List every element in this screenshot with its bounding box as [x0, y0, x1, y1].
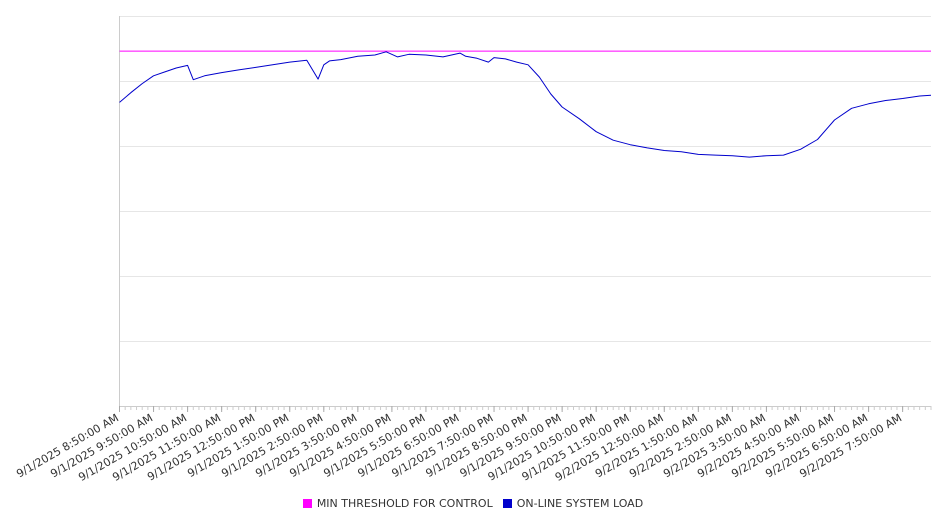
legend-swatch-load: [502, 499, 512, 508]
legend-item-load[interactable]: ON-LINE SYSTEM LOAD: [502, 497, 644, 510]
legend-swatch-threshold: [302, 499, 312, 508]
axes: [119, 16, 931, 407]
legend-label-load: ON-LINE SYSTEM LOAD: [516, 497, 644, 510]
series-line-system-load: [119, 51, 932, 158]
legend-label-threshold: MIN THRESHOLD FOR CONTROL: [316, 497, 493, 510]
legend: MIN THRESHOLD FOR CONTROL ON-LINE SYSTEM…: [0, 497, 946, 510]
series-layer: [119, 50, 932, 158]
gridlines: [119, 16, 931, 342]
legend-item-threshold[interactable]: MIN THRESHOLD FOR CONTROL: [302, 497, 493, 510]
x-axis-ticks: 9/1/2025 8:50:00 AM9/1/2025 9:50:00 AM9/…: [14, 406, 932, 484]
